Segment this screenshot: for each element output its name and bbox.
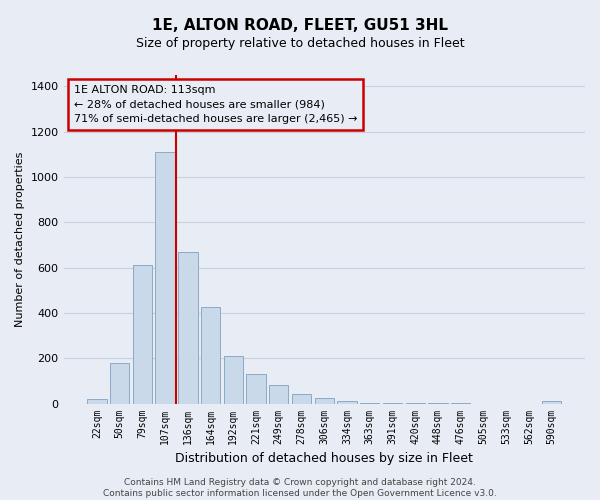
Bar bbox=[337, 401, 356, 404]
Bar bbox=[247, 374, 266, 404]
Bar bbox=[133, 266, 152, 404]
Bar bbox=[87, 399, 107, 404]
Y-axis label: Number of detached properties: Number of detached properties bbox=[15, 152, 25, 327]
Bar bbox=[383, 403, 402, 404]
Bar bbox=[269, 384, 289, 404]
Bar bbox=[155, 152, 175, 404]
Text: 1E ALTON ROAD: 113sqm
← 28% of detached houses are smaller (984)
71% of semi-det: 1E ALTON ROAD: 113sqm ← 28% of detached … bbox=[74, 85, 358, 124]
Bar bbox=[360, 403, 379, 404]
Bar bbox=[314, 398, 334, 404]
Bar bbox=[178, 252, 197, 404]
Bar bbox=[110, 363, 130, 404]
Bar bbox=[542, 400, 561, 404]
Bar bbox=[224, 356, 243, 404]
Text: 1E, ALTON ROAD, FLEET, GU51 3HL: 1E, ALTON ROAD, FLEET, GU51 3HL bbox=[152, 18, 448, 32]
Bar bbox=[406, 403, 425, 404]
Bar bbox=[201, 308, 220, 404]
Text: Size of property relative to detached houses in Fleet: Size of property relative to detached ho… bbox=[136, 38, 464, 51]
Text: Contains HM Land Registry data © Crown copyright and database right 2024.
Contai: Contains HM Land Registry data © Crown c… bbox=[103, 478, 497, 498]
X-axis label: Distribution of detached houses by size in Fleet: Distribution of detached houses by size … bbox=[175, 452, 473, 465]
Bar bbox=[292, 394, 311, 404]
